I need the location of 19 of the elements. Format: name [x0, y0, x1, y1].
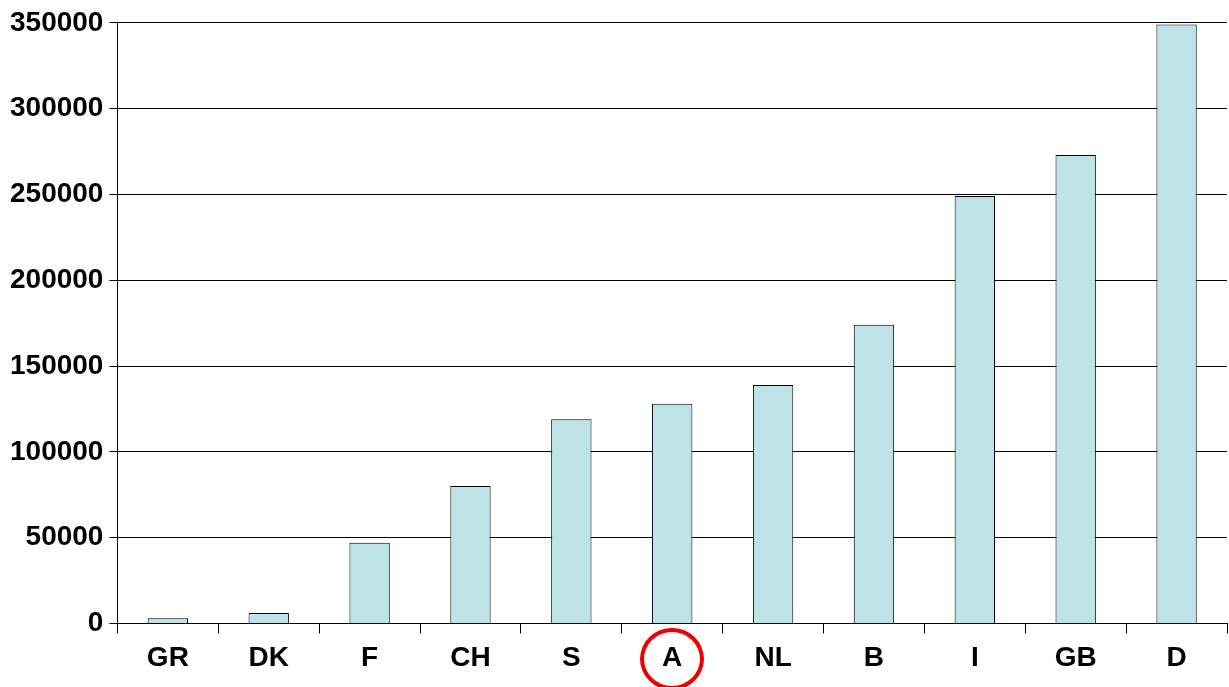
x-tick-label: GB: [1054, 640, 1097, 672]
y-tick-label: 250000: [10, 177, 104, 209]
x-tick-label: I: [970, 640, 979, 672]
y-tick-label: 150000: [10, 348, 104, 380]
y-tick-label: 50000: [25, 520, 104, 552]
y-tick-label: 300000: [10, 91, 104, 123]
x-tick-label: NL: [754, 640, 792, 672]
y-tick-label: 200000: [10, 262, 104, 294]
y-tick-label: 0: [87, 606, 104, 638]
x-tick-label: DK: [248, 640, 289, 672]
x-tick-label: F: [361, 640, 379, 672]
x-tick-label: D: [1166, 640, 1187, 672]
x-tick-label: CH: [450, 640, 491, 672]
x-tick-label: A: [662, 640, 683, 672]
y-tick-label: 350000: [10, 5, 104, 37]
x-tick-label: GR: [146, 640, 189, 672]
x-tick-label: S: [562, 640, 581, 672]
x-tick-label: B: [863, 640, 885, 672]
y-tick-label: 100000: [10, 434, 104, 466]
